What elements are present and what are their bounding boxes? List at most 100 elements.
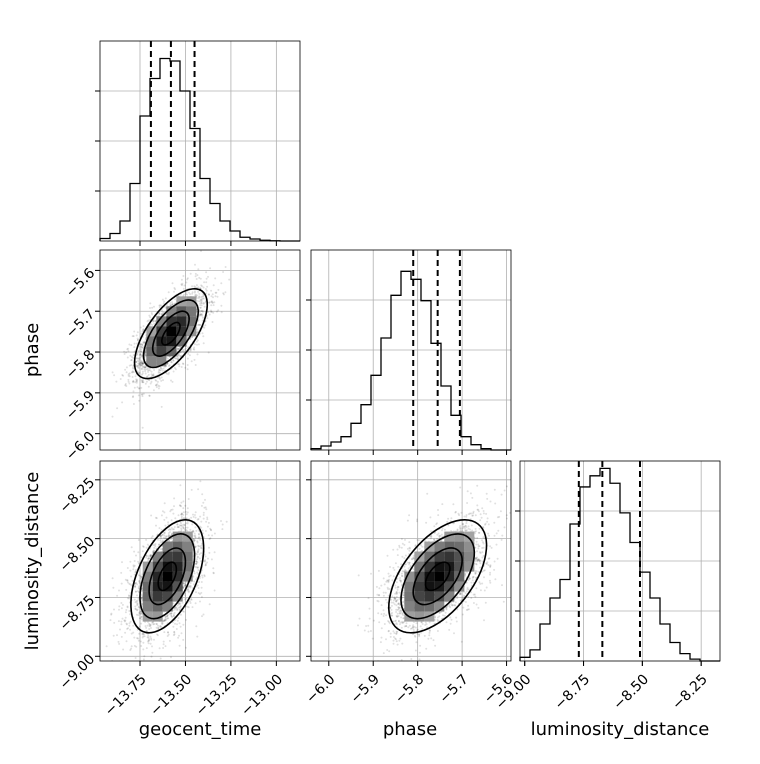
scatter-point — [173, 287, 175, 289]
scatter-point — [125, 589, 127, 591]
scatter-point — [217, 296, 219, 298]
scatter-point — [129, 570, 131, 572]
scatter-point — [151, 381, 153, 383]
y-tick-label: −5.9 — [63, 388, 98, 423]
scatter-point — [166, 517, 168, 519]
scatter-point — [159, 539, 161, 541]
scatter-point — [112, 577, 114, 579]
scatter-point — [201, 587, 203, 589]
scatter-point — [195, 364, 197, 366]
scatter-point — [144, 367, 146, 369]
scatter-point — [137, 331, 139, 333]
scatter-point — [133, 390, 135, 392]
scatter-point — [188, 292, 190, 294]
scatter-point — [178, 617, 180, 619]
scatter-point — [181, 632, 183, 634]
scatter-point — [150, 637, 152, 639]
scatter-point — [122, 649, 124, 651]
scatter-point — [135, 555, 137, 557]
scatter-point — [173, 505, 175, 507]
scatter-point — [121, 401, 123, 403]
scatter-point — [166, 304, 168, 306]
scatter-point — [130, 359, 132, 361]
scatter-point — [150, 624, 152, 626]
scatter-point — [136, 609, 138, 611]
scatter-point — [164, 535, 166, 537]
scatter-point — [197, 324, 199, 326]
scatter-point — [194, 264, 196, 266]
scatter-point — [134, 343, 136, 345]
scatter-point — [148, 386, 150, 388]
scatter-point — [170, 614, 172, 616]
scatter-point — [197, 584, 199, 586]
scatter-point — [200, 552, 202, 554]
y-tick-label: −8.25 — [57, 475, 99, 517]
scatter-point — [138, 394, 140, 396]
scatter-point — [173, 613, 175, 615]
scatter-point — [120, 621, 122, 623]
scatter-point — [163, 620, 165, 622]
scatter-point — [136, 583, 138, 585]
scatter-point — [162, 299, 164, 301]
scatter-point — [120, 572, 122, 574]
scatter-point — [153, 369, 155, 371]
scatter-point — [127, 567, 129, 569]
scatter-point — [151, 652, 153, 654]
scatter-point — [177, 637, 179, 639]
scatter-point — [138, 640, 140, 642]
scatter-point — [128, 625, 130, 627]
scatter-point — [142, 371, 144, 373]
scatter-point — [191, 285, 193, 287]
scatter-point — [198, 293, 200, 295]
scatter-point — [130, 621, 132, 623]
scatter-point — [184, 595, 186, 597]
scatter-point — [177, 605, 179, 607]
scatter-point — [184, 505, 186, 507]
scatter-point — [159, 647, 161, 649]
scatter-point — [128, 373, 130, 375]
scatter-point — [182, 624, 184, 626]
scatter-point — [205, 508, 207, 510]
scatter-point — [163, 643, 165, 645]
scatter-point — [149, 307, 151, 309]
scatter-panel-geocent_time-vs-phase: −6.0−5.9−5.8−5.7−5.6 — [63, 243, 300, 464]
scatter-point — [209, 603, 211, 605]
scatter-point — [214, 551, 216, 553]
scatter-point — [129, 649, 131, 651]
scatter-point — [159, 377, 161, 379]
scatter-point — [212, 312, 214, 314]
scatter-point — [208, 522, 210, 524]
scatter-point — [183, 583, 185, 585]
scatter-panel-phase-vs-luminosity_distance — [306, 461, 519, 672]
scatter-point — [202, 530, 204, 532]
scatter-point — [158, 372, 160, 374]
scatter-point — [209, 267, 211, 269]
scatter-point — [197, 268, 199, 270]
scatter-point — [182, 363, 184, 365]
scatter-point — [180, 505, 182, 507]
y-tick-label: −5.7 — [63, 306, 98, 341]
scatter-point — [172, 359, 174, 361]
scatter-point — [184, 598, 186, 600]
scatter-point — [198, 592, 200, 594]
scatter-point — [147, 625, 149, 627]
scatter-point — [178, 635, 180, 637]
scatter-point — [197, 551, 199, 553]
scatter-point — [130, 576, 132, 578]
scatter-point — [180, 626, 182, 628]
scatter-point — [113, 374, 115, 376]
scatter-point — [177, 620, 179, 622]
scatter-point — [174, 517, 176, 519]
scatter-point — [187, 527, 189, 529]
scatter-point — [184, 349, 186, 351]
scatter-point — [132, 376, 134, 378]
scatter-point — [151, 371, 153, 373]
scatter-point — [148, 369, 150, 371]
scatter-point — [202, 298, 204, 300]
scatter-point — [209, 301, 211, 303]
scatter-point — [147, 544, 149, 546]
scatter-point — [116, 595, 118, 597]
scatter-point — [164, 525, 166, 527]
scatter-point — [205, 564, 207, 566]
scatter-point — [148, 395, 150, 397]
